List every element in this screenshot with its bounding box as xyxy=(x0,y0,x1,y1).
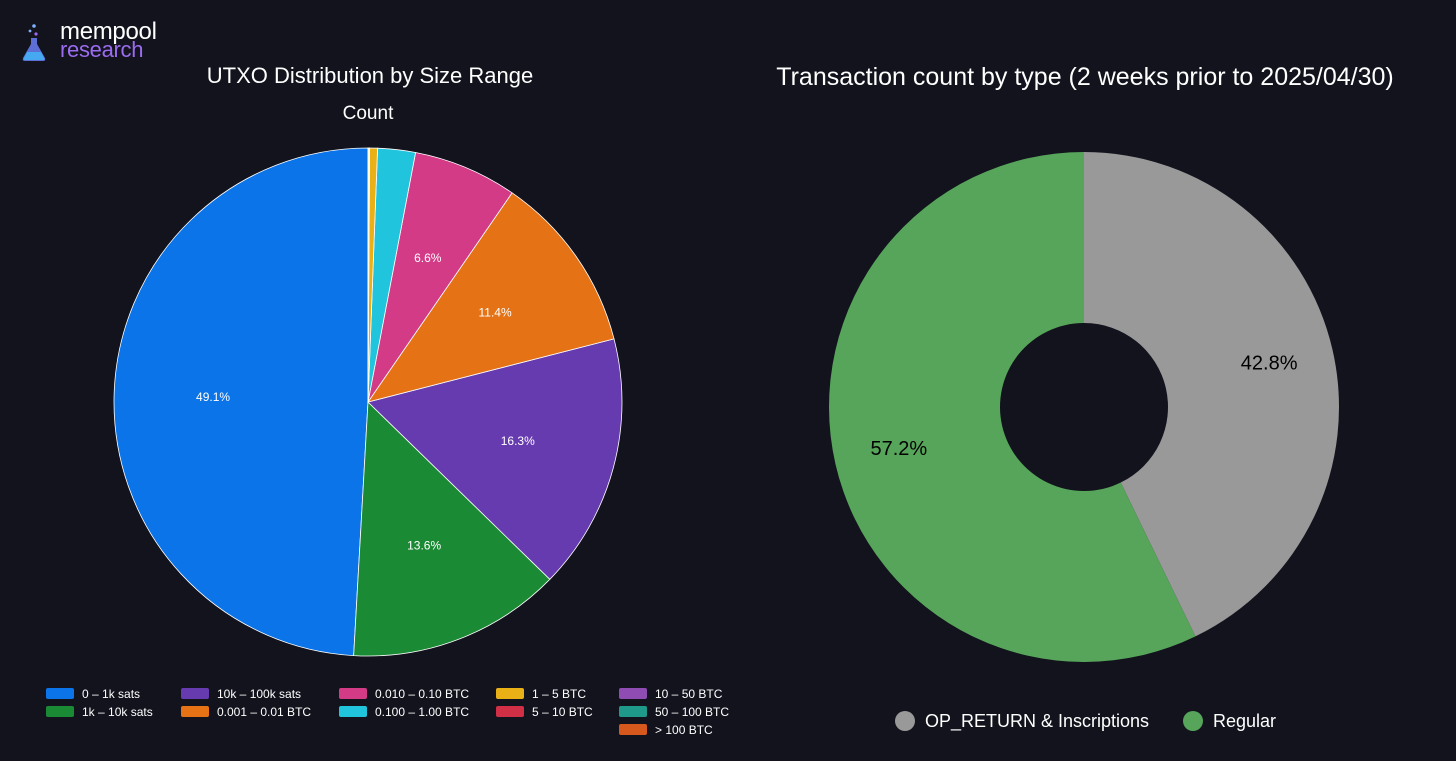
flask-icon xyxy=(22,24,46,61)
utxo-chart-subtitle: Count xyxy=(342,103,394,124)
legend-label: 0.001 – 0.01 BTC xyxy=(217,705,312,719)
legend-swatch xyxy=(181,706,209,717)
legend-swatch xyxy=(895,711,915,731)
utxo-slice xyxy=(367,192,615,403)
legend-label: 0.010 – 0.10 BTC xyxy=(375,687,470,701)
utxo-slice-label: 16.3% xyxy=(501,434,535,448)
legend-label: > 100 BTC xyxy=(655,723,713,737)
utxo-chart-title: UTXO Distribution by Size Range xyxy=(206,63,534,88)
tx-legend: OP_RETURN & Inscriptions Regular xyxy=(895,708,1395,738)
legend-label: 1 – 5 BTC xyxy=(532,687,587,701)
legend-label: 0 – 1k sats xyxy=(82,687,141,701)
legend-label: 50 – 100 BTC xyxy=(655,705,730,719)
legend-label: 10k – 100k sats xyxy=(217,687,302,701)
utxo-slice-label: 11.4% xyxy=(479,305,512,319)
legend-label: 0.100 – 1.00 BTC xyxy=(375,705,470,719)
legend-swatch xyxy=(1183,711,1203,731)
tx-slice xyxy=(829,152,1196,662)
tx-slice xyxy=(1084,152,1340,637)
legend-label: Regular xyxy=(1213,711,1277,731)
legend-swatch xyxy=(619,724,647,735)
legend-label: 1k – 10k sats xyxy=(82,705,153,719)
brand-line1: mempool xyxy=(60,18,157,45)
legend-label: 5 – 10 BTC xyxy=(532,705,593,719)
legend-swatch xyxy=(46,688,74,699)
utxo-pie-chart: 49.1% 13.6% 16.3% 11.4% 6.6% xyxy=(113,147,623,657)
utxo-legend: 0 – 1k sats 1k – 10k sats 10k – 100k sats 0… xyxy=(46,686,746,746)
utxo-slice xyxy=(353,401,551,657)
utxo-slice xyxy=(113,147,369,657)
legend-swatch xyxy=(496,688,524,699)
brand-logo: mempool research xyxy=(18,20,178,64)
legend-swatch xyxy=(339,688,367,699)
brand-line2: research xyxy=(60,37,144,62)
legend-swatch xyxy=(339,706,367,717)
utxo-slice-label: 6.6% xyxy=(414,251,442,265)
legend-label: OP_RETURN & Inscriptions xyxy=(925,711,1150,731)
tx-slice-label: 42.8% xyxy=(1241,353,1298,375)
tx-slice-label: 57.2% xyxy=(870,438,927,460)
utxo-slice-label: 13.6% xyxy=(407,539,441,553)
legend-swatch xyxy=(619,706,647,717)
legend-swatch xyxy=(619,688,647,699)
utxo-slice-label: 49.1% xyxy=(196,390,230,404)
legend-swatch xyxy=(181,688,209,699)
utxo-slice xyxy=(367,338,623,580)
legend-swatch xyxy=(496,706,524,717)
legend-swatch xyxy=(46,706,74,717)
legend-label: 10 – 50 BTC xyxy=(655,687,723,701)
tx-chart-title: Transaction count by type (2 weeks prior… xyxy=(776,63,1394,91)
tx-donut-chart: 42.8% 57.2% xyxy=(829,152,1340,662)
